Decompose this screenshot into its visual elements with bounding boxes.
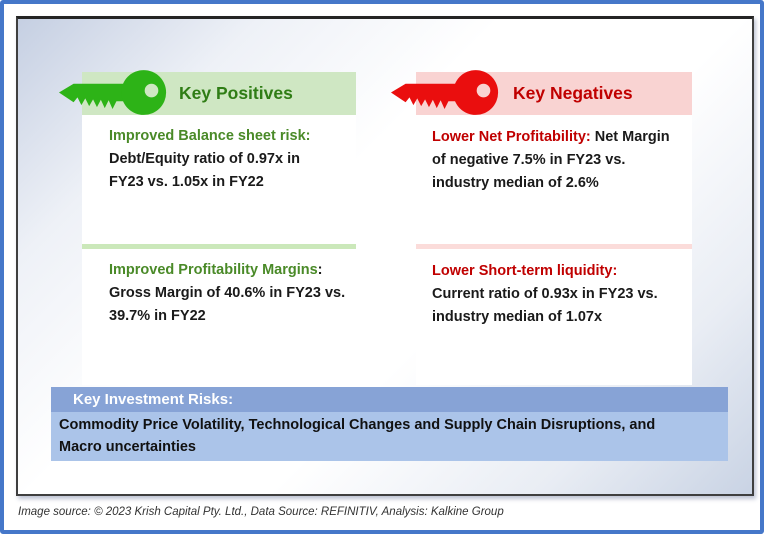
investment-risks-title: Key Investment Risks: bbox=[51, 387, 728, 412]
negatives-card: Lower Net Profitability: Net Margin of n… bbox=[416, 115, 692, 385]
negative-item-heading: Lower Net Profitability: bbox=[432, 129, 591, 145]
positive-item: Improved Profitability Margins: Gross Ma… bbox=[82, 249, 356, 328]
image-source-note: Image source: © 2023 Krish Capital Pty. … bbox=[18, 506, 504, 518]
divider bbox=[416, 244, 692, 249]
positive-item-body: : Gross Margin of 40.6% in FY23 vs. 39.7… bbox=[109, 262, 346, 324]
positives-card: Improved Balance sheet risk: Debt/Equity… bbox=[82, 115, 356, 385]
negative-item-heading: Lower Short-term liquidity: bbox=[432, 263, 618, 279]
main-panel: Key Positives Improved Balance sheet ris… bbox=[16, 16, 754, 496]
investment-risks-banner: Key Investment Risks: Commodity Price Vo… bbox=[51, 387, 728, 461]
negative-item: Lower Short-term liquidity: Current rati… bbox=[416, 249, 692, 329]
key-negatives-title: Key Negatives bbox=[513, 83, 633, 103]
key-positives-title: Key Positives bbox=[179, 83, 293, 103]
negative-item: Lower Net Profitability: Net Margin of n… bbox=[416, 115, 692, 244]
divider bbox=[82, 244, 356, 249]
negative-item-body: Current ratio of 0.93x in FY23 vs. indus… bbox=[432, 286, 658, 325]
positive-item-body: Debt/Equity ratio of 0.97x in FY23 vs. 1… bbox=[109, 151, 300, 190]
positive-item-heading: Improved Profitability Margins bbox=[109, 262, 318, 278]
key-icon bbox=[390, 70, 499, 115]
positive-item-heading: Improved Balance sheet risk: bbox=[109, 128, 311, 144]
key-icon bbox=[58, 70, 167, 115]
negative-item-body: Net Margin of negative 7.5% in FY23 vs. … bbox=[432, 129, 670, 191]
investment-risks-body: Commodity Price Volatility, Technologica… bbox=[51, 412, 728, 461]
positive-item: Improved Balance sheet risk: Debt/Equity… bbox=[82, 115, 356, 244]
